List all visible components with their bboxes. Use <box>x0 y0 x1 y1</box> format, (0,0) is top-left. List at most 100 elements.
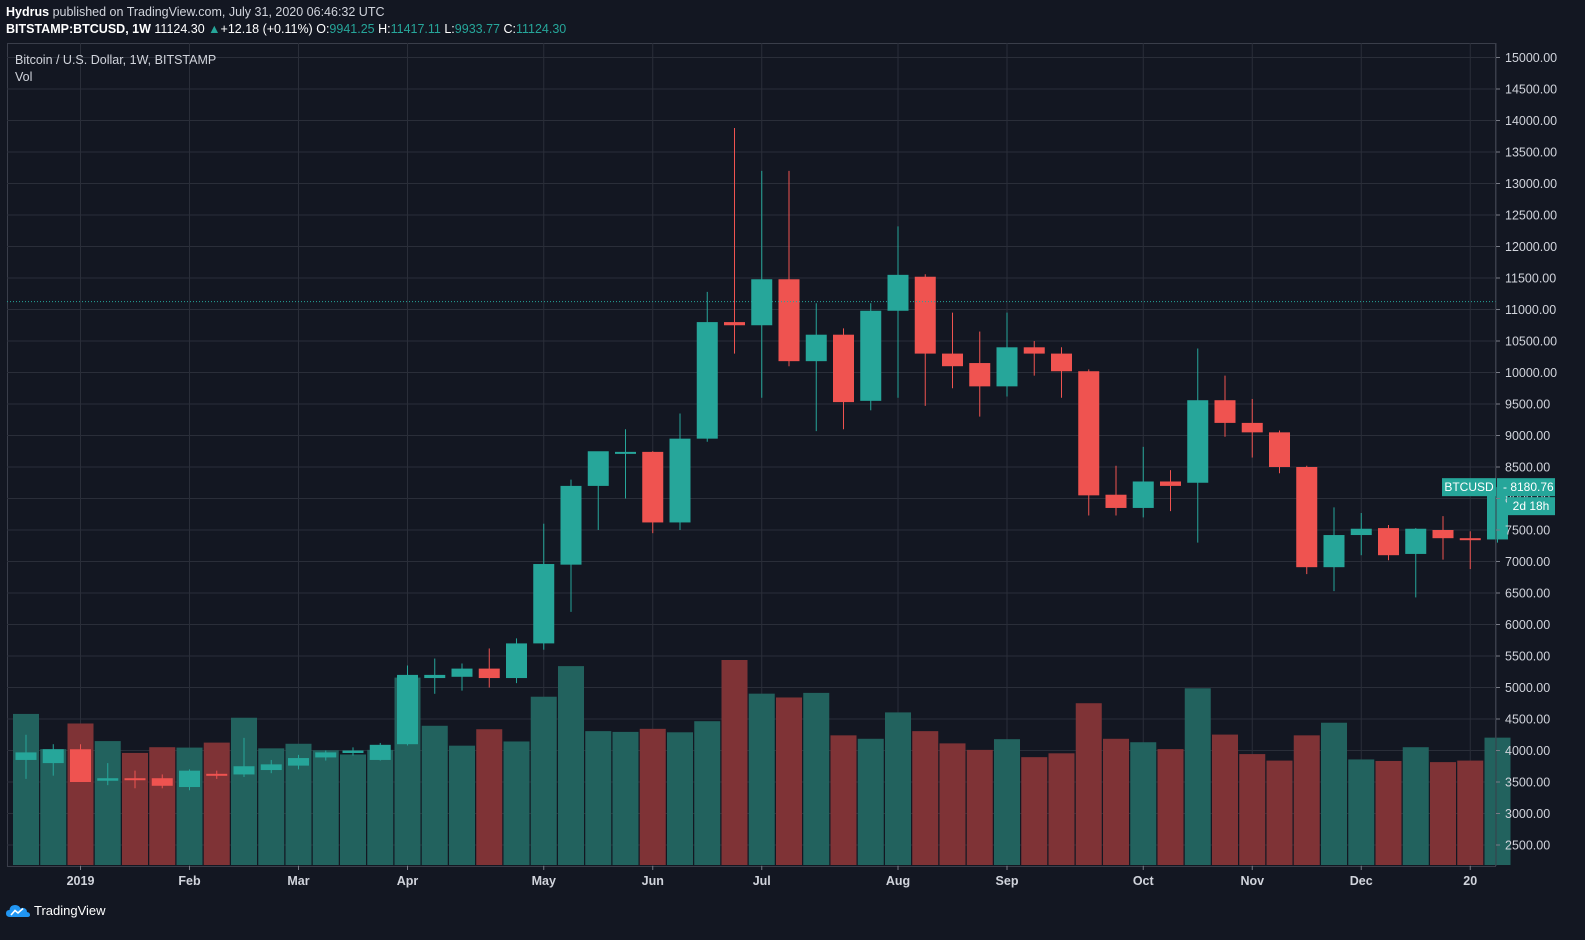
candle-body <box>696 322 718 439</box>
time-axis[interactable]: 2019 Feb Mar Apr May Jun Jul Aug Sep Oct Nov Dec 20 <box>67 866 1478 888</box>
price-tag-text: - 8180.76 <box>1503 480 1554 494</box>
volume-bar <box>694 721 721 865</box>
candles <box>15 128 1508 791</box>
volume-bar <box>966 749 993 865</box>
candle-body <box>1105 494 1127 508</box>
author-name[interactable]: Hydrus <box>6 5 50 19</box>
price-tick-label: 7000.00 <box>1505 555 1550 569</box>
candle-body <box>1051 353 1072 372</box>
volume-bar <box>1075 703 1102 865</box>
candle-body <box>478 668 500 679</box>
candle-body <box>560 485 582 565</box>
candle-body <box>1160 481 1181 486</box>
candle-body <box>151 778 173 786</box>
series-title[interactable]: Bitcoin / U.S. Dollar, 1W, BITSTAMP <box>15 53 217 67</box>
time-tick-label: Oct <box>1133 874 1155 888</box>
price-tick-label: 7500.00 <box>1505 524 1550 538</box>
volume-bar <box>421 725 448 865</box>
symbol-label[interactable]: BITSTAMP:BTCUSD, 1W <box>6 22 151 36</box>
volume-bar <box>612 731 639 865</box>
volume-bar <box>1184 688 1211 865</box>
candle-body <box>70 749 91 782</box>
candle-body <box>260 764 282 771</box>
price-tick-label: 5500.00 <box>1505 650 1550 664</box>
volume-bar <box>122 752 148 865</box>
candle-body <box>1487 487 1508 540</box>
last-price: 11124.30 <box>154 22 205 36</box>
candle-body <box>15 752 37 760</box>
candle-body <box>288 758 309 766</box>
candle-body <box>1187 400 1209 483</box>
candle-body <box>724 322 745 326</box>
volume-bar <box>1157 749 1184 865</box>
candle-body <box>1459 538 1481 541</box>
symbol-tag-bg <box>1442 478 1496 497</box>
time-tick-label: Sep <box>996 874 1019 888</box>
candle-body <box>1296 467 1318 568</box>
price-tick-label: 13500.00 <box>1505 146 1557 160</box>
volume-bar <box>776 697 802 865</box>
time-tick-label: Nov <box>1240 874 1264 888</box>
candle-body <box>615 451 636 454</box>
volume-bar <box>203 742 230 865</box>
candle-body <box>669 438 691 523</box>
high-value: 11417.11 <box>390 22 441 36</box>
candle-body <box>424 674 446 679</box>
low-label: L: <box>444 22 455 36</box>
volume-bar <box>639 728 666 865</box>
volume-bars <box>13 660 1511 865</box>
up-arrow-icon: ▲ <box>208 22 221 36</box>
candle-body <box>1432 530 1454 539</box>
candle-body <box>342 750 364 754</box>
ohlc-line: BITSTAMP:BTCUSD, 1W 11124.30 ▲+12.18 (+0… <box>6 21 566 38</box>
close-label: C: <box>503 22 516 36</box>
volume-bar <box>857 738 884 865</box>
price-tick-label: 3000.00 <box>1505 807 1550 821</box>
time-tick-label: 20 <box>1463 874 1477 888</box>
candle-body <box>1405 528 1427 554</box>
candle-body <box>1378 528 1399 556</box>
price-tick-label: 3500.00 <box>1505 776 1550 790</box>
price-tick-label: 4500.00 <box>1505 713 1550 727</box>
candle-body <box>1269 432 1290 467</box>
candle-body <box>860 310 882 401</box>
volume-bar <box>94 741 121 865</box>
price-tag-bg <box>1497 478 1555 497</box>
volume-bar <box>912 731 939 865</box>
high-label: H: <box>378 22 391 36</box>
candle-body <box>996 347 1018 387</box>
countdown-tag-text: 2d 18h <box>1513 499 1550 513</box>
volume-bar <box>312 750 339 865</box>
price-tick-label: 15000.00 <box>1505 51 1557 65</box>
price-tick-label: 4000.00 <box>1505 744 1550 758</box>
volume-bar <box>939 743 966 865</box>
volume-bar <box>176 747 203 865</box>
volume-bar <box>803 692 830 865</box>
candle-body <box>1350 528 1372 536</box>
price-tick-label: 13000.00 <box>1505 177 1557 191</box>
volume-bar <box>1266 760 1293 865</box>
volume-bar <box>1402 747 1429 865</box>
volume-legend[interactable]: Vol <box>15 70 33 84</box>
volume-bar <box>1239 754 1266 865</box>
time-tick-label: Jul <box>753 874 771 888</box>
time-tick-label: Mar <box>287 874 309 888</box>
price-tick-label: 6000.00 <box>1505 618 1550 632</box>
volume-bar <box>721 660 748 865</box>
volume-bar <box>1212 734 1238 865</box>
volume-bar <box>830 735 857 865</box>
tradingview-branding[interactable]: TradingView <box>6 903 106 918</box>
chart-legend: Bitcoin / U.S. Dollar, 1W, BITSTAMP Vol <box>15 52 216 86</box>
candle-body <box>751 279 773 326</box>
candle-body <box>887 274 909 311</box>
candle-body <box>451 668 473 677</box>
price-tick-label: 8500.00 <box>1505 461 1550 475</box>
candle-body <box>1023 347 1045 354</box>
candle-body <box>587 451 609 486</box>
candle-body <box>124 778 146 781</box>
candle-body <box>233 766 255 775</box>
volume-bar <box>1348 759 1375 865</box>
volume-bar <box>503 741 530 865</box>
low-value: 9933.77 <box>454 22 500 36</box>
